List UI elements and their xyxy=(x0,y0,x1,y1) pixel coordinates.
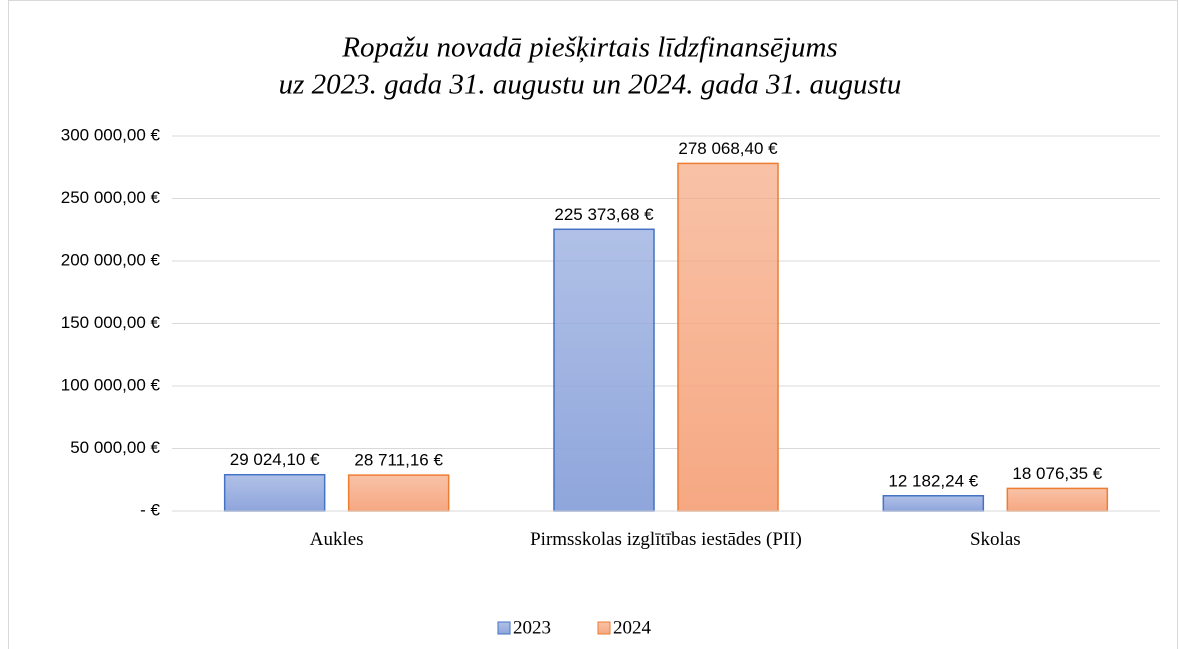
data-label: 29 024,10 € xyxy=(230,450,320,469)
x-tick-label: Skolas xyxy=(969,529,1021,550)
y-tick-label: 100 000,00 € xyxy=(61,375,161,394)
y-tick-label: 50 000,00 € xyxy=(70,438,160,457)
y-tick-label: 200 000,00 € xyxy=(61,250,161,269)
data-label: 278 068,40 € xyxy=(678,139,778,158)
data-label: 12 182,24 € xyxy=(888,471,978,490)
y-tick-label: 300 000,00 € xyxy=(61,125,161,144)
bar xyxy=(347,474,450,512)
chart-title: Ropažu novadā piešķirtais līdzfinansējum… xyxy=(341,32,837,64)
legend-label: 2024 xyxy=(613,617,652,638)
legend-swatch xyxy=(497,621,511,635)
y-tick-label: 150 000,00 € xyxy=(61,313,161,332)
y-tick-label: 250 000,00 € xyxy=(61,188,161,207)
chart-frame xyxy=(8,0,1178,649)
legend-swatch xyxy=(597,621,611,635)
legend-label: 2023 xyxy=(513,617,551,638)
chart-title: uz 2023. gada 31. augustu un 2024. gada … xyxy=(279,69,902,101)
bar xyxy=(882,495,985,512)
y-tick-label: - € xyxy=(140,500,160,519)
bar xyxy=(1006,487,1109,512)
data-label: 18 076,35 € xyxy=(1012,464,1102,483)
bar xyxy=(677,162,779,512)
bar xyxy=(553,228,655,512)
data-label: 225 373,68 € xyxy=(554,205,654,224)
x-tick-label: Aukles xyxy=(309,529,364,550)
data-label: 28 711,16 € xyxy=(354,451,443,470)
x-tick-label: Pirmsskolas izglītības iestādes (PII) xyxy=(530,529,802,550)
bar xyxy=(223,473,326,512)
